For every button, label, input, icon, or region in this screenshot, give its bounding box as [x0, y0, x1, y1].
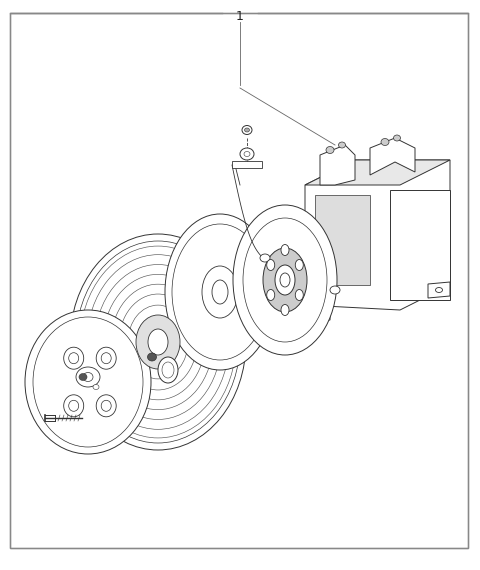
Ellipse shape — [243, 218, 327, 342]
Ellipse shape — [101, 353, 111, 364]
Ellipse shape — [263, 248, 307, 312]
Polygon shape — [295, 306, 330, 322]
Ellipse shape — [326, 146, 334, 153]
Ellipse shape — [240, 148, 254, 160]
Ellipse shape — [212, 280, 228, 304]
Ellipse shape — [79, 373, 87, 381]
Ellipse shape — [33, 317, 143, 447]
Ellipse shape — [242, 125, 252, 135]
Polygon shape — [305, 160, 450, 310]
Polygon shape — [428, 282, 450, 298]
Polygon shape — [370, 138, 415, 175]
Ellipse shape — [147, 353, 156, 361]
Ellipse shape — [69, 353, 79, 364]
Ellipse shape — [295, 290, 303, 300]
Ellipse shape — [435, 287, 443, 292]
Ellipse shape — [158, 357, 178, 383]
Ellipse shape — [64, 347, 84, 369]
Ellipse shape — [260, 254, 270, 262]
Ellipse shape — [394, 135, 400, 141]
Ellipse shape — [70, 234, 246, 450]
Ellipse shape — [281, 304, 289, 316]
Ellipse shape — [233, 205, 337, 355]
Ellipse shape — [93, 385, 99, 389]
Ellipse shape — [76, 367, 100, 387]
Ellipse shape — [338, 142, 346, 148]
Polygon shape — [295, 296, 312, 312]
Ellipse shape — [330, 286, 340, 294]
Ellipse shape — [162, 362, 174, 378]
Ellipse shape — [83, 373, 93, 381]
Ellipse shape — [25, 310, 151, 454]
Ellipse shape — [202, 266, 238, 318]
Ellipse shape — [244, 128, 250, 132]
Ellipse shape — [96, 347, 116, 369]
Ellipse shape — [172, 224, 268, 360]
Polygon shape — [232, 161, 262, 168]
Ellipse shape — [295, 259, 303, 271]
Ellipse shape — [64, 395, 84, 417]
Ellipse shape — [136, 315, 180, 369]
Ellipse shape — [300, 303, 307, 307]
Polygon shape — [320, 145, 355, 185]
Ellipse shape — [148, 329, 168, 355]
Ellipse shape — [101, 400, 111, 412]
Ellipse shape — [381, 139, 389, 145]
Ellipse shape — [267, 259, 275, 271]
Ellipse shape — [267, 290, 275, 300]
Ellipse shape — [275, 265, 295, 295]
Ellipse shape — [165, 214, 275, 370]
Ellipse shape — [244, 152, 250, 157]
Ellipse shape — [280, 273, 290, 287]
Polygon shape — [390, 190, 450, 300]
Polygon shape — [305, 160, 450, 185]
Ellipse shape — [96, 395, 116, 417]
Ellipse shape — [76, 241, 240, 443]
Ellipse shape — [281, 245, 289, 255]
Text: 1: 1 — [236, 10, 244, 23]
Polygon shape — [315, 195, 370, 285]
Ellipse shape — [69, 400, 79, 412]
